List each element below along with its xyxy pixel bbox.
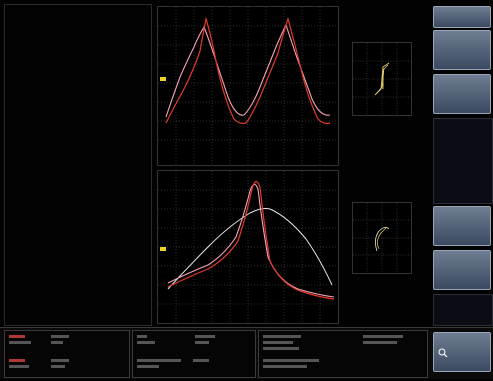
- top-waveform-plot[interactable]: [157, 6, 339, 166]
- softkey-2[interactable]: [433, 30, 491, 70]
- bottom-xy-plot: [352, 202, 412, 274]
- pink-trace: [167, 183, 335, 298]
- red-trace: [165, 16, 331, 125]
- yellow-marker: [160, 247, 166, 251]
- top-xy-plot: [352, 42, 412, 116]
- pink-trace: [165, 23, 331, 118]
- bottom-waveform-plot[interactable]: [157, 170, 339, 324]
- measurement-header-line-2: [5, 7, 151, 9]
- red-trace: [167, 180, 335, 300]
- softkey-3[interactable]: [433, 74, 491, 114]
- softkey-4[interactable]: [433, 206, 491, 246]
- timebase-info-box[interactable]: [132, 330, 256, 378]
- acquisition-info-box[interactable]: [258, 330, 428, 378]
- softkey-empty-area: [433, 294, 493, 326]
- softkey-1[interactable]: [433, 6, 491, 28]
- white-trace: [167, 208, 333, 290]
- status-bar: [0, 327, 493, 379]
- softkey-5[interactable]: [433, 250, 491, 290]
- measurement-panel: [4, 4, 152, 326]
- channel-info-box[interactable]: [4, 330, 130, 378]
- yellow-marker: [160, 77, 166, 81]
- magnifier-icon: [438, 343, 448, 358]
- softkey-6[interactable]: [433, 332, 491, 372]
- softkey-empty-area: [433, 118, 493, 204]
